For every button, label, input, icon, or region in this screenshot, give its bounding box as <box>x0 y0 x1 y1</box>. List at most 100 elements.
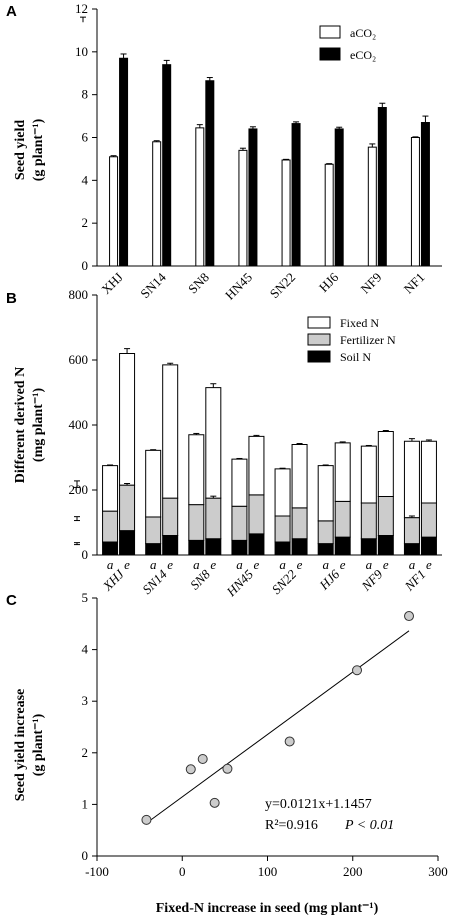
panel-b-category-label: SN8 <box>187 566 213 592</box>
panel-a-legend-label: eCO₂ <box>350 48 376 62</box>
panel-b-bar-segment-fixed-n <box>377 431 394 497</box>
panel-b-bar-segment-fertilizer-n <box>248 494 265 535</box>
panel-b-bar-segment-fixed-n <box>274 468 291 517</box>
panel-b-legend-swatch <box>307 333 331 346</box>
panel-a-bar-aco2 <box>281 159 291 267</box>
panel-b-legend-label: Soil N <box>340 350 371 364</box>
panel-b-bar-label: a <box>107 557 114 572</box>
panel-c-label: C <box>6 592 17 609</box>
panel-b-bar-label: a <box>150 557 157 572</box>
panel-b-bar-segment-soil-n <box>145 543 162 556</box>
panel-a-bar-eco2 <box>162 64 172 267</box>
panel-c-xlabel: Fixed-N increase in seed (mg plant⁻¹) <box>156 901 379 916</box>
panel-b-ytick-label: 200 <box>69 482 89 497</box>
panel-b-bar-segment-fertilizer-n <box>162 497 179 536</box>
panel-b-bar-segment-soil-n <box>420 536 437 556</box>
panel-b-bar-segment-fertilizer-n <box>119 484 136 532</box>
p-value-text: P < 0.01 <box>344 818 394 833</box>
panel-b-bar-segment-soil-n <box>188 539 205 556</box>
scatter-point <box>352 665 363 676</box>
panel-c-xtick-label: 300 <box>428 864 448 879</box>
panel-a-bar-aco2 <box>152 141 162 267</box>
panel-b-bar-segment-soil-n <box>274 541 291 556</box>
panel-b-bar-segment-soil-n <box>248 533 265 556</box>
panel-c-xtick-label: -100 <box>85 864 109 879</box>
panel-a-legend-label: aCO₂ <box>350 26 376 40</box>
panel-a-bar-eco2 <box>205 80 215 267</box>
panel-b-bar-segment-soil-n <box>334 536 351 556</box>
panel-b-bar-segment-fixed-n <box>145 449 162 518</box>
panel-c-ytick-label: 5 <box>82 590 89 605</box>
panel-b-bar-label: a <box>236 557 243 572</box>
panel-c-ylabel-line1: Seed yield increase <box>13 689 28 802</box>
panel-a-seed-yield-chart: A Seed yield (g plant⁻¹) 0 2 4 6 8 10 12 XHJ SN1… <box>6 1 442 303</box>
panel-b-bar-label: e <box>297 557 303 572</box>
scatter-point <box>284 736 295 747</box>
panel-b-ylabel-line2: (mg plant⁻¹) <box>31 388 46 463</box>
scatter-point <box>222 763 233 774</box>
panel-a-legend-swatch <box>319 25 341 39</box>
panel-a-ytick-label: 8 <box>82 87 89 102</box>
panel-a-ylabel-line2: (g plant⁻¹) <box>31 118 46 181</box>
scatter-point <box>141 814 152 825</box>
panel-b-bar-segment-fixed-n <box>334 442 351 502</box>
panel-b-legend-swatch <box>307 316 331 329</box>
panel-a-ytick-label: 2 <box>82 215 89 230</box>
panel-b-ytick-label: 800 <box>69 287 89 302</box>
panel-b-bar-segment-soil-n <box>317 543 334 556</box>
panel-a-bar-aco2 <box>410 137 420 267</box>
panel-a-ylabel-line1: Seed yield <box>13 120 28 180</box>
panel-c-ytick-label: 0 <box>82 848 89 863</box>
panel-b-bar-segment-fixed-n <box>162 364 179 499</box>
panel-b-bar-segment-fertilizer-n <box>420 502 437 538</box>
panel-b-bar-segment-soil-n <box>231 539 248 556</box>
panel-b-bar-label: e <box>124 557 130 572</box>
panel-a-category-label: NF9 <box>357 270 384 297</box>
regression-equation: y=0.0121x+1.1457 <box>265 797 372 812</box>
panel-c-xtick-label: 200 <box>343 864 363 879</box>
panel-a-label: A <box>6 3 17 20</box>
panel-a-ytick-label: 4 <box>82 172 89 187</box>
panel-a-bar-eco2 <box>420 122 430 267</box>
panel-b-bar-segment-fertilizer-n <box>231 505 248 541</box>
panel-c-ytick-label: 2 <box>82 745 89 760</box>
panel-a-bar-aco2 <box>195 127 205 267</box>
panel-b-category-label: NF1 <box>401 567 429 595</box>
panel-a-category-label: SN14 <box>137 269 169 301</box>
panel-b-bar-segment-fertilizer-n <box>274 515 291 543</box>
panel-b-bar-segment-fertilizer-n <box>334 500 351 538</box>
panel-b-bar-segment-fertilizer-n <box>291 507 308 540</box>
panel-b-bar-segment-fertilizer-n <box>145 516 162 545</box>
panel-a-legend-swatch <box>319 47 341 61</box>
panel-b-bar-segment-fixed-n <box>291 444 308 509</box>
panel-b-bar-segment-fertilizer-n <box>102 510 119 543</box>
panel-b-bar-segment-soil-n <box>102 541 119 556</box>
panel-a-ytick-label: 0 <box>82 258 89 273</box>
panel-a-category-label: SN8 <box>185 270 212 297</box>
panel-a-bar-eco2 <box>248 128 258 267</box>
panel-b-bar-label: a <box>409 557 416 572</box>
panel-b-derived-n-chart: B Different derived N (mg plant⁻¹) 0 200 4… <box>6 287 442 600</box>
panel-a-category-label: HJ6 <box>316 269 342 295</box>
panel-b-bar-segment-soil-n <box>403 543 420 556</box>
panel-a-bar-aco2 <box>109 156 119 267</box>
panel-b-bar-segment-fixed-n <box>317 465 334 522</box>
panel-a-bar-aco2 <box>238 149 248 267</box>
panel-b-bar-segment-soil-n <box>377 535 394 556</box>
panel-b-bar-segment-soil-n <box>162 535 179 556</box>
panel-a-ytick-label: 12 <box>75 1 88 16</box>
panel-b-category-label: HN45 <box>223 566 257 600</box>
panel-c-ytick-label: 3 <box>82 693 89 708</box>
panel-b-bar-label: e <box>210 557 216 572</box>
panel-b-bar-segment-fixed-n <box>188 434 205 506</box>
panel-c-ylabel-line2: (g plant⁻¹) <box>31 713 46 776</box>
panel-a-category-label: XHJ <box>98 270 125 297</box>
scatter-point <box>209 797 220 808</box>
r-squared-text: R²=0.916 <box>265 818 318 833</box>
panel-b-label: B <box>6 290 17 307</box>
panel-b-bar-segment-soil-n <box>205 538 222 556</box>
panel-b-bar-segment-fixed-n <box>248 435 265 496</box>
panel-b-bar-segment-fixed-n <box>119 353 136 486</box>
panel-a-category-label: NF1 <box>401 270 428 297</box>
